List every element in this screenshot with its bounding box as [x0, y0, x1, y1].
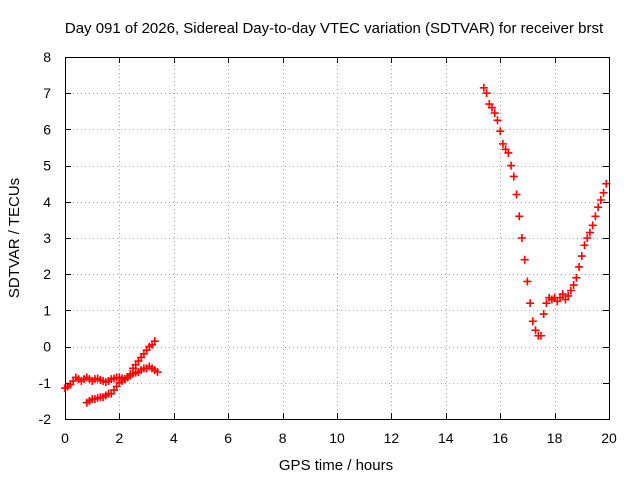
- y-tick-label: 5: [43, 158, 51, 174]
- x-tick-label: 20: [601, 430, 617, 446]
- x-tick-label: 4: [170, 430, 178, 446]
- data-point: [539, 310, 548, 319]
- data-point: [602, 179, 611, 188]
- data-point: [531, 326, 540, 335]
- data-point: [594, 203, 603, 212]
- data-point: [153, 367, 162, 376]
- data-point: [575, 262, 584, 271]
- x-tick-label: 16: [492, 430, 508, 446]
- data-point: [588, 221, 597, 230]
- y-tick-label: -2: [39, 411, 52, 427]
- x-tick-label: 10: [329, 430, 345, 446]
- data-points: [61, 83, 611, 407]
- data-point: [482, 89, 491, 98]
- data-point: [558, 290, 567, 299]
- x-tick-label: 0: [61, 430, 69, 446]
- data-point: [566, 286, 575, 295]
- data-point: [569, 281, 578, 290]
- data-point: [591, 212, 600, 221]
- data-point: [596, 195, 605, 204]
- y-tick-label: 6: [43, 121, 51, 137]
- data-point: [493, 116, 502, 125]
- x-tick-label: 14: [438, 430, 454, 446]
- chart-title: Day 091 of 2026, Sidereal Day-to-day VTE…: [65, 20, 604, 37]
- data-point: [520, 255, 529, 264]
- grid: [65, 57, 609, 419]
- y-tick-label: 4: [43, 194, 51, 210]
- data-point: [583, 234, 592, 242]
- series-afternoon-branch: [479, 83, 611, 340]
- data-point: [585, 228, 594, 237]
- data-point: [517, 234, 526, 242]
- data-point: [150, 337, 159, 346]
- data-point: [512, 190, 521, 199]
- y-tick-label: 3: [43, 230, 51, 246]
- data-point: [577, 252, 586, 261]
- y-tick-label: 7: [43, 85, 51, 101]
- data-point: [479, 83, 488, 92]
- y-tick-label: 8: [43, 49, 51, 65]
- data-point: [526, 299, 535, 308]
- data-point: [528, 317, 537, 326]
- y-tick-label: 1: [43, 302, 51, 318]
- data-point: [496, 127, 505, 136]
- data-point: [504, 148, 513, 157]
- data-point: [572, 273, 581, 282]
- data-point: [488, 103, 497, 112]
- data-point: [599, 188, 608, 197]
- data-point: [564, 291, 573, 300]
- data-point: [537, 331, 545, 340]
- data-point: [509, 172, 518, 181]
- series-early-lower-branch: [82, 337, 159, 407]
- x-tick-label: 12: [384, 430, 400, 446]
- x-tick-label: 2: [116, 430, 124, 446]
- data-point: [126, 369, 135, 378]
- data-point: [515, 212, 524, 221]
- data-point: [542, 299, 551, 308]
- x-tick-label: 6: [224, 430, 232, 446]
- data-point: [490, 109, 499, 118]
- y-tick-label: -1: [39, 375, 52, 391]
- plot-frame: [65, 57, 610, 420]
- x-axis-label: GPS time / hours: [279, 457, 393, 474]
- data-point: [498, 139, 507, 148]
- x-tick-label: 18: [547, 430, 563, 446]
- x-tick-label: 8: [279, 430, 287, 446]
- y-axis-label: SDTVAR / TECUs: [6, 178, 23, 298]
- y-tick-label: 0: [43, 339, 51, 355]
- data-point: [580, 241, 589, 250]
- data-point: [507, 161, 516, 170]
- data-point: [523, 277, 532, 286]
- y-tick-label: 2: [43, 266, 51, 282]
